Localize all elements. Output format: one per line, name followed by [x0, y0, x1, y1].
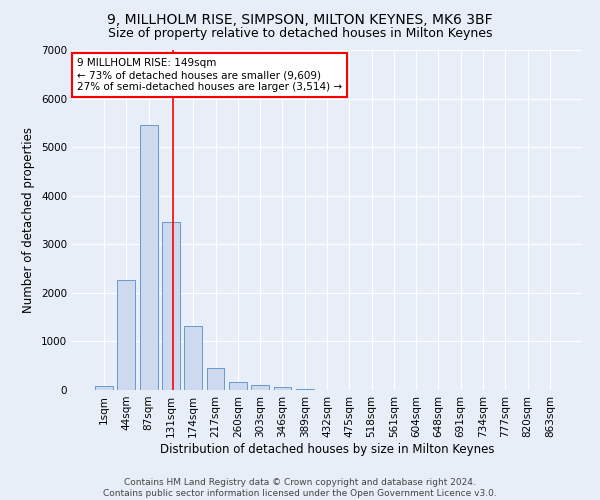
Text: 9, MILLHOLM RISE, SIMPSON, MILTON KEYNES, MK6 3BF: 9, MILLHOLM RISE, SIMPSON, MILTON KEYNES…: [107, 12, 493, 26]
Bar: [206, 368, 224, 390]
Text: Size of property relative to detached houses in Milton Keynes: Size of property relative to detached ho…: [108, 28, 492, 40]
Text: Contains HM Land Registry data © Crown copyright and database right 2024.
Contai: Contains HM Land Registry data © Crown c…: [103, 478, 497, 498]
Bar: [296, 388, 314, 390]
Y-axis label: Number of detached properties: Number of detached properties: [22, 127, 35, 313]
Bar: [251, 386, 269, 390]
X-axis label: Distribution of detached houses by size in Milton Keynes: Distribution of detached houses by size …: [160, 442, 494, 456]
Bar: [229, 382, 247, 390]
Bar: [95, 386, 113, 390]
Bar: [140, 126, 158, 390]
Text: 9 MILLHOLM RISE: 149sqm
← 73% of detached houses are smaller (9,609)
27% of semi: 9 MILLHOLM RISE: 149sqm ← 73% of detache…: [77, 58, 342, 92]
Bar: [184, 326, 202, 390]
Bar: [274, 387, 292, 390]
Bar: [118, 280, 136, 390]
Bar: [162, 222, 180, 390]
